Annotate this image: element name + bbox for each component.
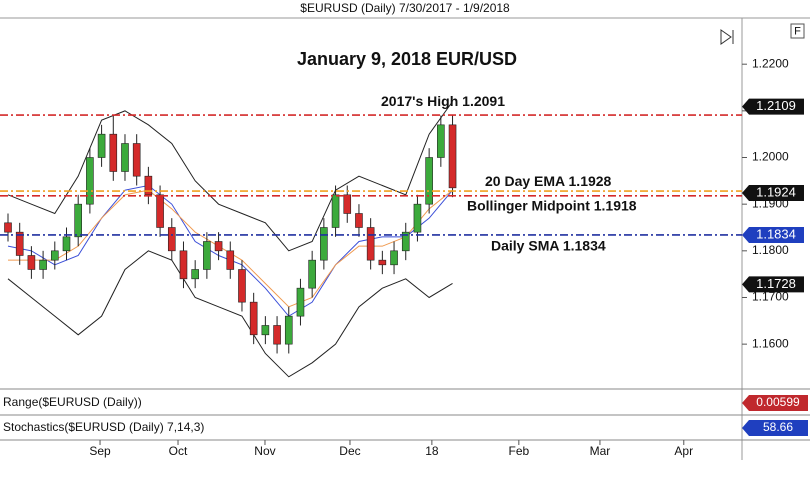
price-tag-label: 1.1924: [756, 184, 796, 199]
candle-body: [121, 143, 129, 172]
candle-body: [448, 124, 457, 189]
candle-body: [109, 133, 118, 172]
indicator-line: [7, 250, 453, 378]
candle-body: [378, 259, 387, 266]
play-icon[interactable]: [720, 29, 734, 45]
candle-body: [50, 250, 59, 261]
candle-body: [15, 231, 24, 256]
candle-body: [401, 231, 410, 252]
x-tick-label: Apr: [674, 444, 693, 458]
candle-body: [413, 203, 422, 233]
price-tag: [742, 226, 804, 243]
x-tick-label: 18: [425, 444, 439, 458]
candle-body: [191, 269, 199, 280]
x-tick-label: Feb: [508, 444, 529, 458]
candle-body: [355, 213, 363, 228]
chart-subtitle: $EURUSD (Daily) 7/30/2017 - 1/9/2018: [300, 1, 510, 15]
x-tick-label: Dec: [339, 444, 360, 458]
candle-body: [86, 157, 94, 205]
candle-body: [273, 325, 281, 345]
y-tick-label: 1.2200: [752, 56, 789, 70]
y-tick-label: 1.1600: [752, 336, 789, 350]
candle-body: [331, 194, 340, 228]
candle-body: [179, 250, 188, 280]
candle-body: [74, 203, 82, 238]
price-tag-label: 1.2109: [756, 98, 796, 113]
button-icon: F: [794, 25, 801, 37]
candle-body: [261, 325, 270, 336]
y-tick-label: 1.1700: [752, 290, 789, 304]
button[interactable]: [790, 23, 805, 39]
y-tick-label: 1.1800: [752, 243, 789, 257]
candle-body: [132, 143, 141, 177]
candle-body: [214, 241, 223, 252]
candle-body: [97, 133, 106, 158]
price-tag: [742, 276, 804, 293]
candle-body: [27, 255, 36, 270]
chart-title: January 9, 2018 EUR/USD: [297, 49, 517, 69]
price-tag-label: 1.1728: [756, 276, 796, 291]
candle-body: [366, 227, 375, 261]
indicator-line: [7, 101, 453, 252]
candle-body: [296, 287, 305, 317]
panel-label: Stochastics($EURUSD (Daily) 7,14,3): [3, 420, 204, 434]
candle-body: [308, 259, 316, 289]
candle-body: [284, 315, 293, 345]
panel-tag: [742, 420, 808, 436]
candle-body: [39, 259, 47, 270]
panel-value: 58.66: [763, 420, 793, 434]
candle-body: [390, 250, 398, 266]
x-tick-label: Oct: [169, 444, 188, 458]
annotation: 20 Day EMA 1.1928: [485, 173, 612, 189]
x-tick-label: Sep: [89, 444, 111, 458]
panel-value: 0.00599: [756, 395, 800, 409]
candle-body: [62, 236, 71, 252]
panel-label: Range($EURUSD (Daily)): [3, 395, 142, 409]
candle-body: [343, 194, 352, 214]
candle-body: [167, 227, 176, 252]
candle-body: [437, 124, 445, 158]
y-tick-label: 1.2000: [752, 150, 789, 164]
candle-body: [203, 241, 211, 270]
candle-body: [320, 227, 328, 261]
candle-body: [156, 194, 164, 228]
panel-tag: [742, 395, 808, 411]
annotation: Daily SMA 1.1834: [491, 238, 606, 254]
candle-body: [249, 301, 258, 336]
price-tag: [742, 98, 804, 115]
annotation: Bollinger Midpoint 1.1918: [467, 197, 637, 213]
annotation: 2017's High 1.2091: [381, 93, 505, 109]
candle-body: [4, 222, 12, 233]
x-tick-label: Mar: [590, 444, 611, 458]
candle-body: [226, 250, 235, 270]
x-tick-label: Nov: [254, 444, 275, 458]
candle-body: [144, 175, 153, 196]
candle-body: [425, 157, 433, 205]
price-tag-label: 1.1834: [756, 226, 796, 241]
candle-body: [238, 269, 246, 303]
price-tag: [742, 184, 804, 201]
